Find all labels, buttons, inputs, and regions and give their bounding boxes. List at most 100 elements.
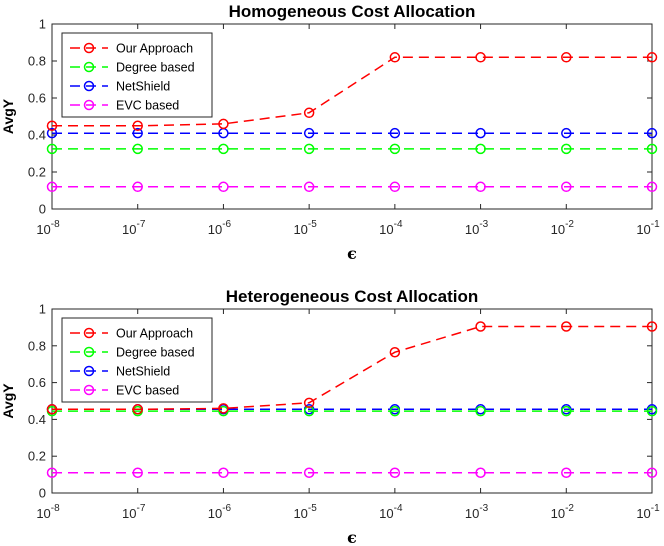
data-point xyxy=(561,181,572,193)
plot-area xyxy=(51,308,653,494)
data-point xyxy=(646,143,658,155)
data-point xyxy=(475,467,486,479)
legend-marker xyxy=(83,61,95,73)
data-point xyxy=(218,467,229,479)
data-point xyxy=(475,143,486,155)
series-evc-based xyxy=(46,181,658,193)
data-point xyxy=(46,120,58,131)
y-tick-label: 0.6 xyxy=(28,375,46,390)
data-point xyxy=(46,404,58,415)
y-tick-label: 0.8 xyxy=(28,338,46,353)
chart-title: Homogeneous Cost Allocation xyxy=(229,2,476,21)
data-point xyxy=(389,52,401,63)
y-axis-label: AvgY xyxy=(0,383,16,419)
data-point xyxy=(389,346,401,358)
data-point xyxy=(646,321,658,332)
legend-marker xyxy=(83,99,95,111)
y-tick-label: 1 xyxy=(39,302,46,317)
data-point xyxy=(132,181,143,193)
legend: Our Approach Degree based NetShield EVC bas… xyxy=(61,317,213,403)
legend-label: Our Approach xyxy=(116,327,193,341)
data-point xyxy=(46,143,58,155)
data-point xyxy=(218,118,229,130)
legend-entry: Our Approach xyxy=(70,42,193,56)
x-tick-label: 10-1 xyxy=(636,219,660,237)
legend-marker xyxy=(83,384,95,396)
data-point xyxy=(475,52,486,63)
x-tick-label: 10-6 xyxy=(208,219,232,237)
legend-marker xyxy=(83,365,95,377)
y-tick-label: 0.4 xyxy=(28,128,46,143)
data-point xyxy=(389,143,401,155)
x-tick-label: 10-5 xyxy=(293,503,317,521)
y-tick-label: 0 xyxy=(39,202,46,217)
legend-marker xyxy=(83,346,95,358)
legend-entry: NetShield xyxy=(70,80,170,94)
legend-label: EVC based xyxy=(116,99,179,113)
x-tick-label: 10-3 xyxy=(465,219,489,237)
y-axis-label: AvgY xyxy=(0,98,16,134)
data-point xyxy=(303,143,315,155)
legend-label: Our Approach xyxy=(116,42,193,56)
legend-label: Degree based xyxy=(116,346,195,360)
legend-entry: NetShield xyxy=(70,365,170,379)
data-point xyxy=(303,107,315,119)
data-point xyxy=(303,127,315,139)
series-our-approach xyxy=(46,52,658,131)
data-point xyxy=(46,467,58,479)
data-point xyxy=(132,467,143,479)
legend-entry: Our Approach xyxy=(70,327,193,341)
data-point xyxy=(218,181,229,193)
x-tick-label: 10-2 xyxy=(551,503,575,521)
data-point xyxy=(132,127,143,139)
x-tick-label: 10-4 xyxy=(379,219,403,237)
data-point xyxy=(46,181,58,193)
x-tick-label: 10-1 xyxy=(636,503,660,521)
plot-area xyxy=(51,23,653,210)
data-point xyxy=(561,467,572,479)
legend-entry: EVC based xyxy=(70,99,179,113)
data-point xyxy=(389,127,401,139)
x-tick-label: 10-7 xyxy=(122,219,146,237)
legend-box xyxy=(61,32,213,118)
y-tick-label: 1 xyxy=(39,17,46,32)
data-point xyxy=(303,467,315,479)
chart-title: Heterogeneous Cost Allocation xyxy=(226,287,479,306)
data-point xyxy=(46,127,58,139)
x-tick-label: 10-8 xyxy=(36,503,60,521)
data-point xyxy=(389,181,401,193)
legend-marker xyxy=(83,80,95,92)
legend-label: NetShield xyxy=(116,365,170,379)
y-tick-label: 0.2 xyxy=(28,165,46,180)
series-line xyxy=(52,56,652,127)
x-tick-label: 10-3 xyxy=(465,503,489,521)
x-tick-label: 10-5 xyxy=(293,219,317,237)
legend-label: EVC based xyxy=(116,384,179,398)
legend-box xyxy=(61,317,213,403)
x-tick-label: 10-6 xyxy=(208,503,232,521)
data-point xyxy=(561,127,572,139)
data-point xyxy=(389,467,401,479)
data-point xyxy=(132,120,143,131)
data-point xyxy=(561,405,572,417)
data-point xyxy=(218,403,229,414)
y-tick-label: 0.6 xyxy=(28,91,46,106)
y-tick-label: 0 xyxy=(39,486,46,501)
series-evc-based xyxy=(46,467,658,479)
y-tick-label: 0.4 xyxy=(28,412,46,427)
x-tick-label: 10-4 xyxy=(379,503,403,521)
legend-entry: EVC based xyxy=(70,384,179,398)
y-tick-label: 0.2 xyxy=(28,449,46,464)
data-point xyxy=(475,405,486,417)
data-point xyxy=(646,181,658,193)
data-point xyxy=(646,405,658,417)
x-tick-label: 10-2 xyxy=(551,219,575,237)
data-point xyxy=(646,127,658,139)
data-point xyxy=(218,143,229,155)
legend-label: NetShield xyxy=(116,80,170,94)
data-point xyxy=(475,181,486,193)
data-point xyxy=(475,321,486,332)
data-point xyxy=(561,52,572,63)
chart-panel-2: Heterogeneous Cost Allocation 0 0.2 0.4 0.6 0… xyxy=(0,287,660,546)
